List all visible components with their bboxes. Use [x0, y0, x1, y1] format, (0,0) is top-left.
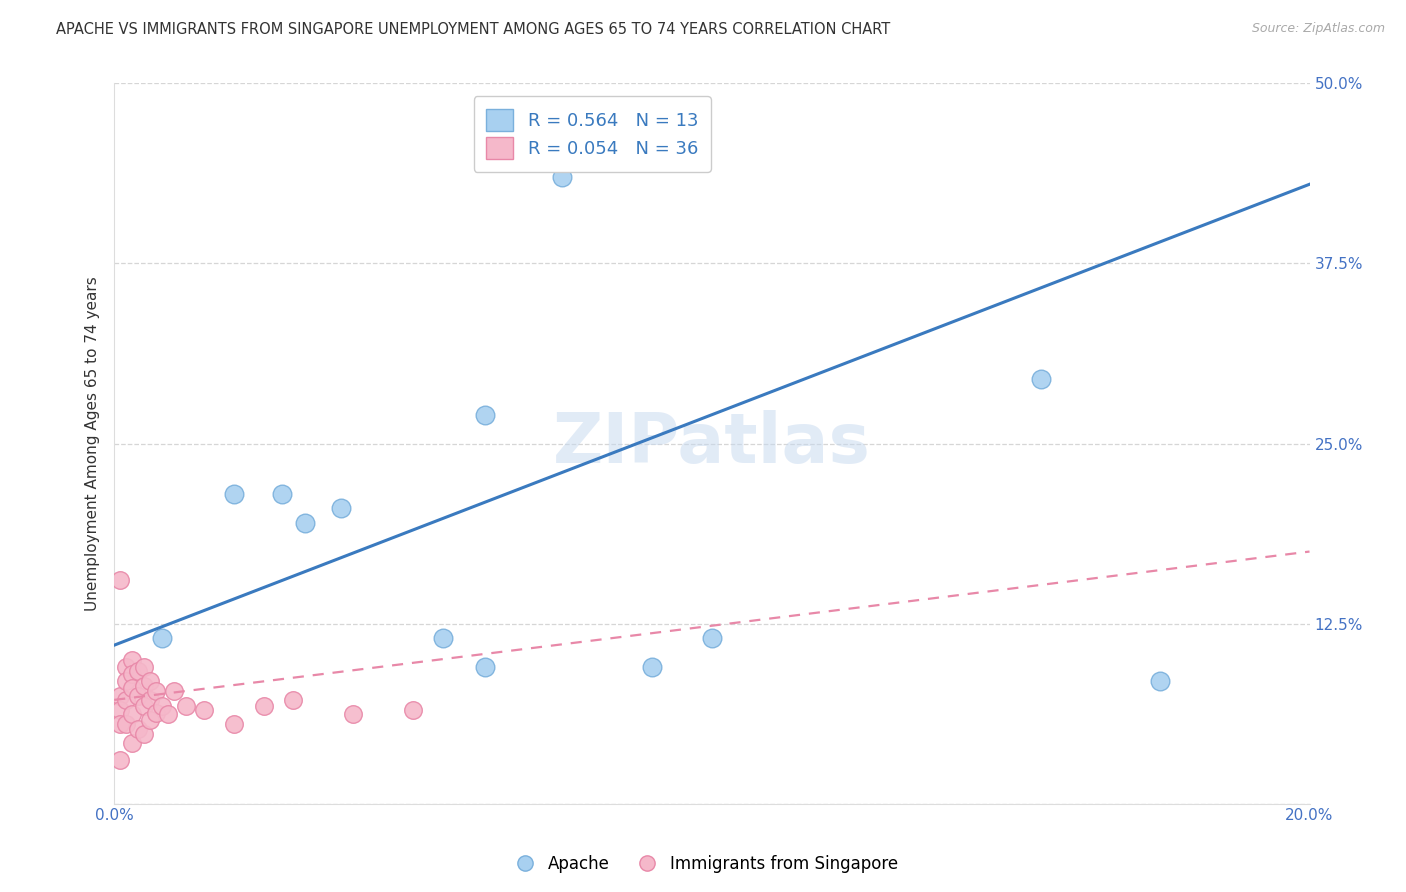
- Text: ZIPatlas: ZIPatlas: [553, 410, 870, 477]
- Y-axis label: Unemployment Among Ages 65 to 74 years: Unemployment Among Ages 65 to 74 years: [86, 277, 100, 611]
- Point: [115, 717, 138, 731]
- Point: [402, 703, 425, 717]
- Point: [121, 667, 143, 681]
- Point: [139, 713, 162, 727]
- Point: [222, 717, 245, 731]
- Point: [294, 516, 316, 530]
- Point: [132, 679, 155, 693]
- Point: [108, 717, 131, 731]
- Point: [432, 631, 454, 645]
- Point: [127, 722, 149, 736]
- Point: [115, 693, 138, 707]
- Point: [551, 170, 574, 185]
- Point: [156, 707, 179, 722]
- Point: [139, 693, 162, 707]
- Point: [121, 707, 143, 722]
- Point: [222, 487, 245, 501]
- Legend: R = 0.564   N = 13, R = 0.054   N = 36: R = 0.564 N = 13, R = 0.054 N = 36: [474, 96, 711, 172]
- Point: [108, 703, 131, 717]
- Point: [270, 487, 292, 501]
- Point: [145, 706, 167, 720]
- Point: [641, 660, 664, 674]
- Point: [163, 684, 186, 698]
- Point: [150, 698, 173, 713]
- Point: [1029, 372, 1052, 386]
- Point: [132, 698, 155, 713]
- Point: [474, 408, 496, 422]
- Point: [115, 674, 138, 689]
- Point: [342, 707, 364, 722]
- Point: [330, 501, 353, 516]
- Point: [108, 689, 131, 703]
- Point: [115, 660, 138, 674]
- Legend: Apache, Immigrants from Singapore: Apache, Immigrants from Singapore: [502, 848, 904, 880]
- Point: [121, 681, 143, 696]
- Point: [150, 631, 173, 645]
- Point: [132, 660, 155, 674]
- Point: [139, 674, 162, 689]
- Point: [174, 698, 197, 713]
- Point: [193, 703, 215, 717]
- Point: [132, 727, 155, 741]
- Point: [127, 689, 149, 703]
- Point: [121, 736, 143, 750]
- Point: [474, 660, 496, 674]
- Point: [127, 664, 149, 678]
- Point: [700, 631, 723, 645]
- Point: [145, 684, 167, 698]
- Text: APACHE VS IMMIGRANTS FROM SINGAPORE UNEMPLOYMENT AMONG AGES 65 TO 74 YEARS CORRE: APACHE VS IMMIGRANTS FROM SINGAPORE UNEM…: [56, 22, 890, 37]
- Point: [108, 574, 131, 588]
- Text: Source: ZipAtlas.com: Source: ZipAtlas.com: [1251, 22, 1385, 36]
- Point: [121, 652, 143, 666]
- Point: [252, 698, 274, 713]
- Point: [1149, 674, 1171, 689]
- Point: [108, 753, 131, 767]
- Point: [283, 693, 305, 707]
